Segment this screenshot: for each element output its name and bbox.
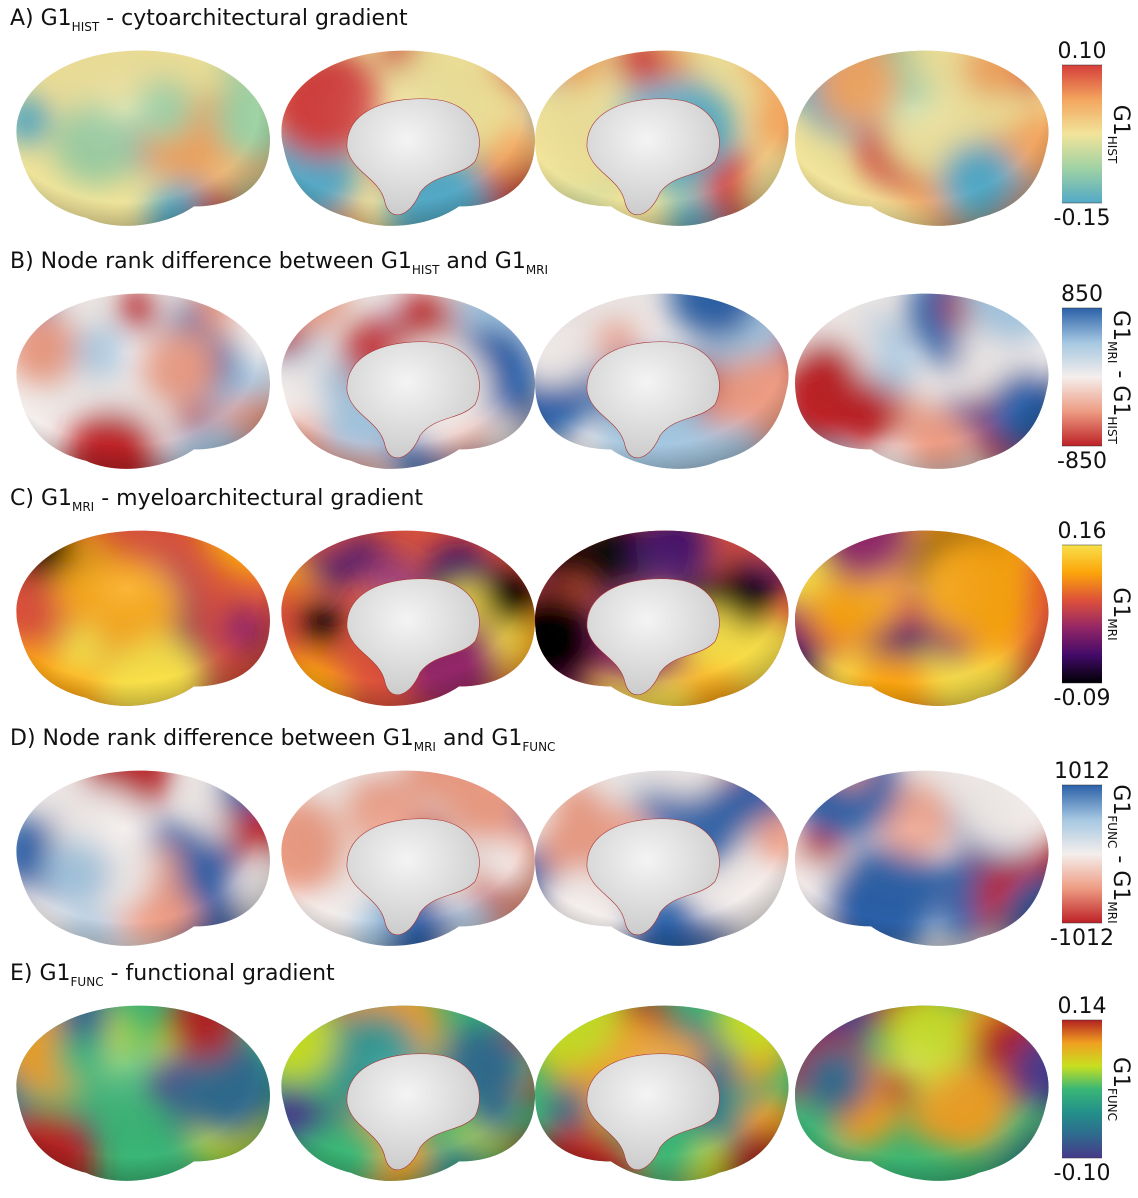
label-part: G1: [1108, 310, 1133, 341]
title-part: C) G1: [10, 486, 72, 511]
label-subscript: HIST: [1105, 136, 1119, 164]
medial-wall: [346, 98, 480, 216]
panel-title: E) G1FUNC - functional gradient: [10, 961, 335, 989]
colorbar: [1062, 785, 1102, 923]
title-subscript: MRI: [72, 500, 94, 514]
label-subscript: HIST: [1105, 416, 1119, 444]
title-subscript: FUNC: [71, 975, 104, 989]
title-part: - cytoarchitectural gradient: [99, 6, 408, 31]
colorbar: [1062, 308, 1102, 446]
title-part: D) Node rank difference between G1: [10, 726, 414, 751]
title-part: E) G1: [10, 961, 71, 986]
panel-title: D) Node rank difference between G1MRI an…: [10, 726, 555, 754]
medial-wall: [586, 341, 720, 459]
panel-title: B) Node rank difference between G1HIST a…: [10, 249, 548, 277]
brain-view: [795, 293, 1049, 469]
medial-wall: [586, 1053, 720, 1171]
brain-view: [16, 770, 270, 946]
title-subscript: FUNC: [522, 740, 555, 754]
colorbar-tick-label: -0.15: [1054, 206, 1111, 231]
medial-wall: [586, 98, 720, 216]
medial-wall: [346, 341, 480, 459]
title-subscript: MRI: [414, 740, 436, 754]
label-subscript: MRI: [1105, 341, 1119, 363]
panel-title: A) G1HIST - cytoarchitectural gradient: [10, 6, 408, 34]
colorbar-label: G1MRI - G1HIST: [1105, 310, 1133, 444]
colorbar: [1062, 1020, 1102, 1158]
colorbar-tick-label: -1012: [1050, 926, 1114, 951]
brain-view: [795, 530, 1049, 706]
colorbar-tick-label: 0.14: [1058, 994, 1107, 1019]
medial-wall: [346, 818, 480, 936]
colorbar-tick-label: 0.10: [1058, 39, 1107, 64]
label-subscript: MRI: [1105, 618, 1119, 640]
title-part: and G1: [439, 249, 525, 274]
brain-view: [16, 293, 270, 469]
colorbar: [1062, 545, 1102, 683]
colorbar-label: G1FUNC: [1105, 1057, 1133, 1121]
title-part: B) Node rank difference between G1: [10, 249, 412, 274]
label-part: G1: [1108, 587, 1133, 618]
label-part: - G1: [1108, 363, 1133, 416]
brain-view: [795, 1005, 1049, 1181]
colorbar-tick-label: -0.09: [1054, 686, 1111, 711]
label-part: G1: [1108, 1057, 1133, 1088]
colorbar-label: G1FUNC - G1MRI: [1105, 784, 1133, 923]
brain-view: [795, 770, 1049, 946]
title-part: - functional gradient: [104, 961, 335, 986]
colorbar-tick-label: -850: [1057, 449, 1107, 474]
label-part: G1: [1108, 105, 1133, 136]
title-subscript: HIST: [412, 263, 440, 277]
colorbar-tick-label: 850: [1061, 282, 1103, 307]
brain-view: [16, 1005, 270, 1181]
label-subscript: FUNC: [1105, 1088, 1119, 1121]
medial-wall: [586, 578, 720, 696]
title-part: - myeloarchitectural gradient: [94, 486, 423, 511]
colorbar-tick-label: -0.10: [1054, 1161, 1111, 1186]
title-subscript: MRI: [526, 263, 548, 277]
colorbar-label: G1MRI: [1105, 587, 1133, 640]
colorbar: [1062, 65, 1102, 203]
label-part: G1: [1108, 784, 1133, 815]
colorbar-tick-label: 1012: [1054, 759, 1110, 784]
title-part: A) G1: [10, 6, 72, 31]
brain-view: [16, 50, 270, 226]
brain-view: [16, 530, 270, 706]
medial-wall: [346, 1053, 480, 1171]
colorbar-tick-label: 0.16: [1058, 519, 1107, 544]
label-subscript: MRI: [1105, 901, 1119, 923]
brain-view: [795, 50, 1049, 226]
medial-wall: [346, 578, 480, 696]
panel-title: C) G1MRI - myeloarchitectural gradient: [10, 486, 423, 514]
title-part: and G1: [436, 726, 522, 751]
label-subscript: FUNC: [1105, 815, 1119, 848]
title-subscript: HIST: [72, 20, 100, 34]
label-part: - G1: [1108, 848, 1133, 901]
medial-wall: [586, 818, 720, 936]
colorbar-label: G1HIST: [1105, 105, 1133, 164]
